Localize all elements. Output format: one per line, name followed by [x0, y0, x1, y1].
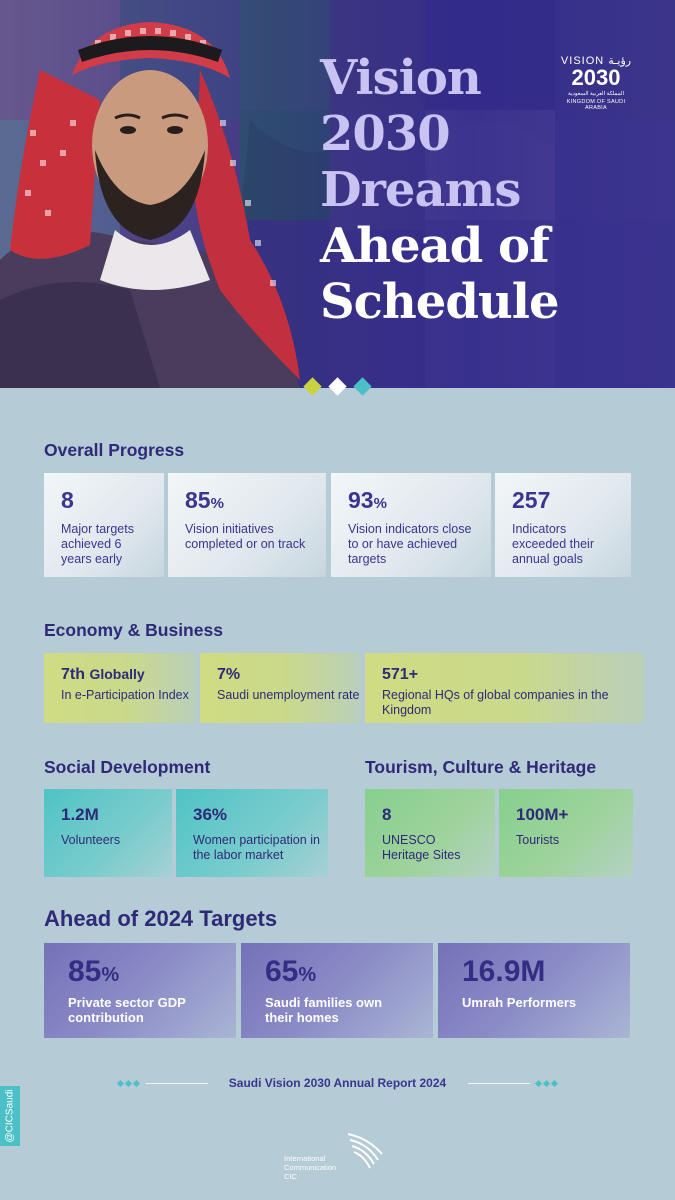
stat-desc: Vision indicators close to or have achie… [348, 522, 472, 566]
stat-desc: In e-Participation Index [61, 688, 189, 702]
stat-card-annual-goals: 257 Indicators exceeded their annual goa… [495, 473, 631, 577]
stat-card-women-participation: 36% Women participation in the labor mar… [176, 789, 328, 877]
stat-value: 8 [61, 487, 164, 514]
stat-value: 7% [217, 666, 360, 684]
vision-2030-logo: VISION رؤيـة 2030 المملكة العربية السعود… [556, 54, 636, 112]
icc-line2: Communication [284, 1163, 337, 1172]
stat-value: 16.9M [462, 955, 630, 989]
footer-diamonds-right-icon [534, 1079, 559, 1088]
icc-text: International Communication CIC [284, 1154, 354, 1181]
stat-number: 65 [265, 955, 299, 988]
stat-card-e-participation: 7th Globally In e-Participation Index [44, 653, 196, 723]
stat-number: 85 [68, 955, 102, 988]
stat-value: 1.2M [61, 805, 99, 824]
diamond-divider-icon [303, 377, 372, 396]
economy-title: Economy & Business [44, 620, 223, 640]
stat-desc: Saudi unemployment rate [217, 688, 360, 702]
stat-value: 257 [512, 487, 631, 514]
portrait-illustration [0, 22, 300, 388]
stat-value: 100M+ [516, 805, 569, 824]
stat-card-home-ownership: 65% Saudi families own their homes [241, 943, 433, 1038]
stat-value: 8 [382, 805, 392, 824]
stat-desc: Saudi families own their homes [265, 995, 383, 1025]
tourism-title: Tourism, Culture & Heritage [365, 757, 597, 777]
hero-title-line5: Schedule [320, 274, 560, 330]
hero-title: Vision 2030 Dreams Ahead of Schedule [320, 50, 610, 330]
stat-suffix: Globally [89, 666, 145, 682]
stat-desc: UNESCO Heritage Sites [382, 833, 461, 862]
hero-title-line4: Ahead of [320, 218, 550, 274]
stat-card-umrah: 16.9M Umrah Performers [438, 943, 630, 1038]
hero-title-line3: Dreams [320, 162, 521, 218]
stat-value: 571+ [382, 666, 645, 684]
stat-value: 85% [68, 955, 236, 989]
stat-number: 8 [61, 487, 74, 513]
stat-card-volunteers: 1.2M Volunteers [44, 789, 172, 877]
stat-card-unemployment: 7% Saudi unemployment rate [200, 653, 360, 723]
stat-number: 93 [348, 487, 374, 513]
stat-value: 36% [193, 805, 228, 824]
stat-card-initiatives: 85% Vision initiatives completed or on t… [168, 473, 326, 577]
stat-desc: Women participation in the labor market [193, 833, 320, 862]
stat-desc: Private sector GDP contribution [68, 995, 186, 1025]
stat-desc: Vision initiatives completed or on track [185, 522, 306, 551]
stat-number: 85 [185, 487, 211, 513]
stat-card-indicators: 93% Vision indicators close to or have a… [331, 473, 491, 577]
logo-english: KINGDOM OF SAUDI ARABIA [566, 99, 626, 111]
stat-number: 571+ [382, 666, 419, 683]
stat-card-tourists: 100M+ Tourists [499, 789, 633, 877]
hero-banner: Vision 2030 Dreams Ahead of Schedule VIS… [0, 0, 675, 388]
hero-title-line1: Vision [320, 50, 482, 106]
icc-line1: International [284, 1154, 326, 1163]
overall-progress-title: Overall Progress [44, 440, 185, 460]
icc-emblem-icon [347, 1133, 383, 1169]
stat-number: 7th [61, 666, 85, 683]
stat-desc: Tourists [516, 833, 560, 847]
stat-desc: Volunteers [61, 833, 121, 847]
stat-card-unesco: 8 UNESCO Heritage Sites [365, 789, 495, 877]
social-handle: @CICSaudi [4, 1089, 16, 1143]
stat-card-major-targets: 8 Major targets achieved 6 years early [44, 473, 164, 577]
footer-diamonds-left-icon [116, 1079, 141, 1088]
stat-desc: Regional HQs of global companies in the … [382, 688, 609, 717]
social-title: Social Development [44, 757, 211, 777]
stat-value: 85% [185, 487, 326, 514]
footer-line-left [146, 1083, 208, 1084]
stat-card-private-gdp: 85% Private sector GDP contribution [44, 943, 236, 1038]
logo-top-text: VISION رؤيـة [560, 55, 632, 67]
hero-title-line2: 2030 [320, 106, 451, 162]
stat-unit: % [298, 964, 317, 986]
icc-line3: CIC [284, 1172, 297, 1181]
stat-number: 7% [217, 666, 241, 683]
targets-2024-title: Ahead of 2024 Targets [44, 906, 278, 931]
stat-number: 257 [512, 487, 551, 513]
stat-value: 7th Globally [61, 666, 196, 684]
footer-report-title: Saudi Vision 2030 Annual Report 2024 [228, 1076, 447, 1090]
stat-card-regional-hqs: 571+ Regional HQs of global companies in… [365, 653, 645, 723]
stat-value: 93% [348, 487, 491, 514]
logo-arabic: المملكة العربية السعودية [568, 91, 624, 97]
footer-line-right [468, 1083, 530, 1084]
logo-year: 2030 [571, 65, 621, 90]
stat-value: 65% [265, 955, 433, 989]
stat-unit: % [373, 495, 387, 512]
stat-desc: Major targets achieved 6 years early [61, 522, 134, 566]
stat-number: 16.9M [462, 955, 546, 988]
stat-desc: Umrah Performers [462, 995, 577, 1010]
stat-desc: Indicators exceeded their annual goals [512, 522, 595, 566]
stat-unit: % [210, 495, 224, 512]
icc-logo: International Communication CIC [284, 1130, 394, 1181]
social-handle-tab: @CICSaudi [0, 1086, 20, 1146]
stat-unit: % [101, 964, 120, 986]
